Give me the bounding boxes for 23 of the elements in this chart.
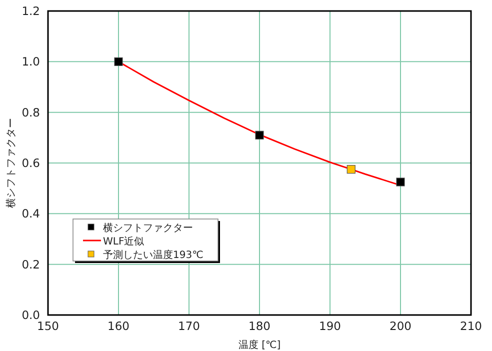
x-tick-label: 190 [319,319,341,333]
y-tick-label: 0.8 [22,105,40,120]
y-axis-title: 横シフトファクター [5,118,17,208]
legend-label: WLF近似 [103,236,144,248]
x-tick-label: 210 [460,319,482,333]
point [114,57,123,66]
point [396,178,405,186]
y-tick-label: 1.2 [22,4,40,18]
point [255,130,264,140]
x-tick-label: 160 [108,319,130,333]
x-tick-label: 180 [248,319,270,333]
legend-label: 横シフトファクター [103,222,193,234]
x-tick-label: 150 [37,319,59,333]
y-tick-label: 0.2 [22,257,40,272]
legend-label: 予測したい温度193℃ [103,249,204,261]
x-tick-label: 170 [178,319,200,333]
y-tick-label: 1.0 [22,54,40,69]
y-tick-label: 0.4 [22,206,40,221]
y-tick-label: 0.0 [22,308,40,322]
y-tick-label: 0.6 [22,156,40,170]
x-axis-title: 温度 [℃] [238,339,281,351]
x-tick-label: 200 [390,319,412,333]
point [346,165,356,174]
